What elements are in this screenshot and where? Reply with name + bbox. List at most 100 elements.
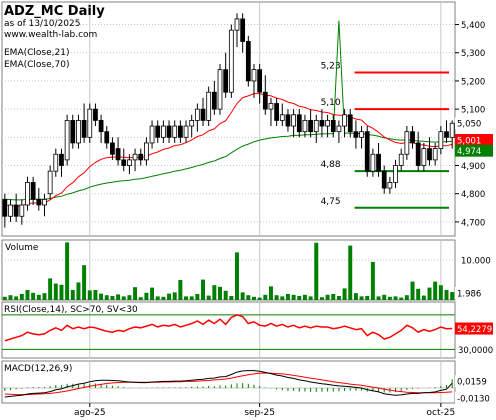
candle: [160, 125, 166, 138]
candle: [144, 142, 149, 161]
volume-label: Volume: [5, 243, 39, 253]
volume-bar: [144, 292, 149, 300]
candle: [268, 103, 274, 110]
volume-bar: [263, 294, 268, 300]
candle: [234, 18, 240, 31]
ema70-last-label-bg: [455, 144, 493, 157]
candle: [415, 142, 421, 166]
candle: [166, 125, 172, 138]
candle: [359, 131, 364, 138]
volume-bar: [285, 294, 290, 300]
candle: [87, 108, 93, 138]
volume-bar: [2, 296, 7, 300]
candle: [398, 153, 404, 166]
rsi-label: RSI(Close,14), SC>70, SV<30: [4, 305, 138, 315]
candle: [364, 131, 370, 172]
candle: [336, 125, 342, 133]
price-tick-label: 5,400: [461, 21, 485, 31]
price-tick-label: 5,300: [461, 49, 485, 59]
candle: [110, 142, 115, 155]
volume-bar: [42, 293, 47, 300]
candle: [432, 148, 438, 161]
volume-bar: [274, 295, 279, 300]
volume-bar: [48, 278, 53, 300]
rsi-panel-frame: [1, 301, 456, 359]
volume-bar: [421, 295, 426, 300]
volume-bar: [59, 284, 64, 300]
candle: [76, 120, 81, 144]
candle: [211, 91, 217, 110]
volume-bar: [116, 294, 121, 300]
volume-bar: [302, 294, 307, 300]
volume-bar: [235, 252, 239, 300]
candle: [8, 204, 13, 217]
candle: [330, 120, 336, 133]
volume-bar: [319, 297, 324, 300]
x-axis: ago-25 sep-25 oct-25: [74, 403, 455, 418]
rsi-panel: 30,0000 54,2279: [1, 301, 493, 359]
volume-bar: [257, 297, 262, 300]
volume-bar: [76, 282, 81, 300]
candle: [53, 153, 59, 172]
candle: [30, 182, 36, 200]
candle: [444, 131, 449, 138]
price-tick-label: 4,700: [461, 218, 485, 228]
last-close-label: 5,050: [457, 120, 481, 130]
candle: [64, 120, 70, 161]
candle: [155, 125, 161, 138]
volume-bar: [325, 294, 330, 300]
candle: [25, 182, 30, 206]
volume-bar: [342, 288, 347, 300]
rsi-line: [4, 314, 453, 342]
volume-bar: [410, 281, 415, 300]
volume-bar: [240, 292, 245, 300]
candle: [393, 165, 398, 183]
volume-bar: [427, 287, 432, 300]
volume-bar: [19, 294, 24, 300]
volume-bar: [172, 292, 177, 300]
candle: [70, 120, 76, 144]
candle: [127, 159, 132, 166]
volume-bar: [82, 265, 87, 300]
candle: [177, 125, 183, 138]
macd-panel: 0,0159 -0,0130: [1, 360, 493, 404]
candle: [2, 198, 8, 217]
volume-bar: [201, 279, 206, 300]
volume-bar: [416, 288, 421, 300]
candle: [449, 122, 455, 138]
volume-last-label: 1.986: [457, 290, 481, 300]
volume-bar: [195, 294, 200, 300]
candle: [251, 69, 257, 82]
candle: [240, 18, 246, 42]
volume-bar: [53, 283, 58, 300]
volume-bar: [184, 296, 189, 300]
chart-title: ADZ_MC Daily: [4, 4, 105, 19]
support-level-label: 4,75: [321, 197, 341, 207]
volume-bar: [138, 297, 143, 300]
candle: [194, 108, 200, 121]
candle: [291, 114, 297, 127]
rsi-last-label: 54,2279: [457, 325, 492, 335]
candle: [421, 148, 427, 166]
x-tick-label: sep-25: [244, 408, 275, 418]
candle: [404, 131, 410, 155]
volume-bar: [393, 296, 398, 300]
candle: [81, 120, 87, 138]
candle: [381, 170, 387, 189]
volume-bar: [268, 286, 273, 300]
volume-bar: [93, 290, 98, 300]
price-panel: 4,7004,8004,9005,0005,1005,2005,3005,400…: [1, 1, 493, 237]
volume-bar: [161, 296, 166, 300]
candle: [370, 153, 376, 172]
volume-bar: [110, 296, 115, 300]
macd-panel-frame: [1, 360, 456, 404]
volume-bar: [25, 290, 30, 300]
volume-bar: [167, 293, 172, 300]
candle: [42, 198, 47, 206]
candle: [172, 125, 178, 138]
ema21-last-label-bg: [455, 134, 493, 147]
price-tick-label: 5,100: [461, 106, 485, 116]
candle: [262, 91, 268, 110]
last-close-label-bg: [455, 117, 493, 130]
